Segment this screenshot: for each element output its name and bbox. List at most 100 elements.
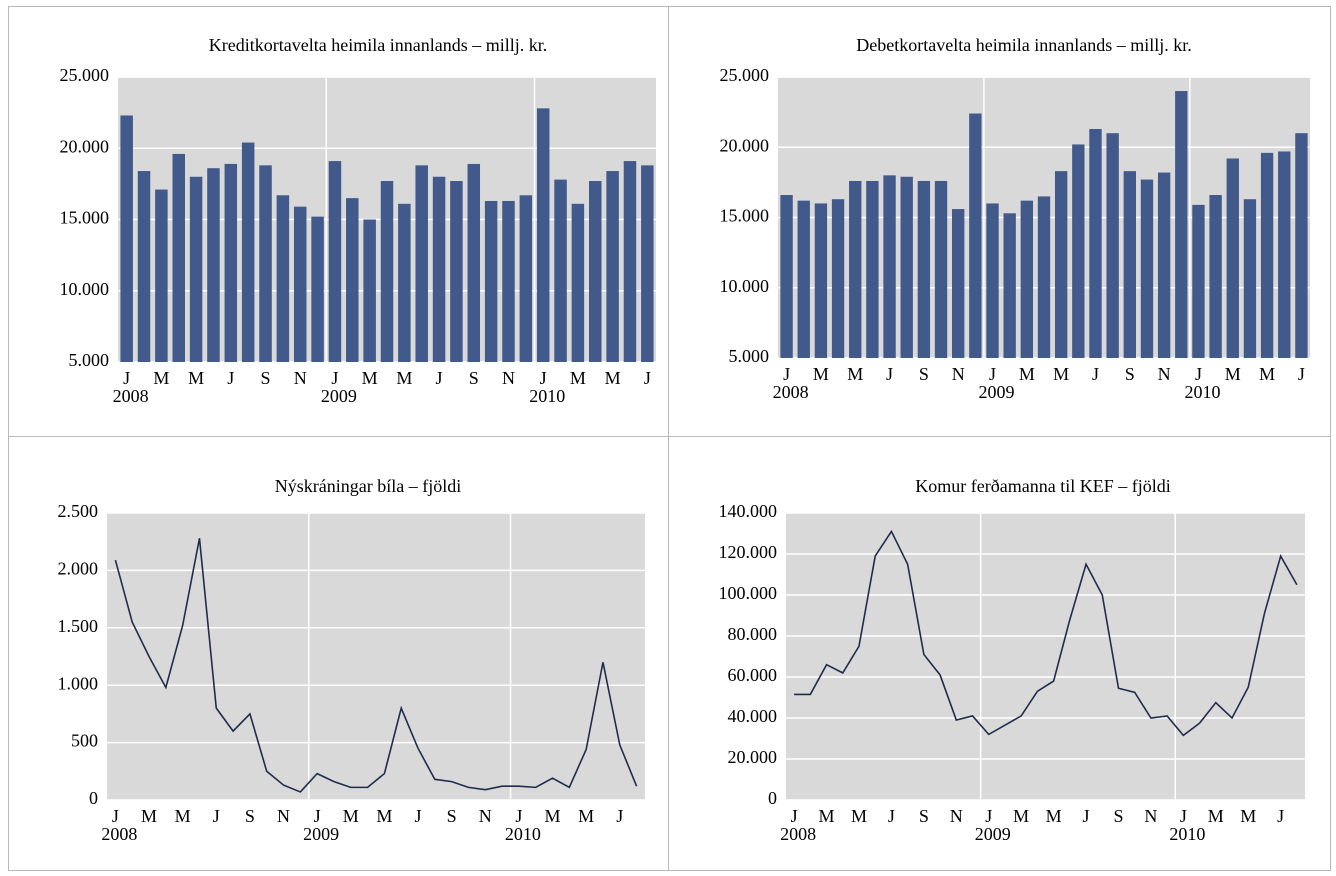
year-label: 2010 [505,824,541,844]
bar [1020,200,1034,358]
bar [900,176,913,358]
x-tick-label: N [1144,806,1157,826]
bar [952,209,965,358]
x-tick-label: M [813,364,829,384]
year-label: 2009 [303,824,339,844]
x-tick-label: M [847,364,863,384]
x-tick-label: J [415,806,422,826]
plot-area [786,513,1305,800]
y-tick-label: 2.000 [58,559,99,579]
bar [623,161,637,362]
bar [797,200,810,358]
x-tick-label: M [175,806,191,826]
x-tick-label: N [950,806,963,826]
x-tick-label: M [1019,364,1035,384]
year-label: 2009 [321,386,357,406]
bar [1123,171,1136,358]
bar [224,163,238,362]
year-label: 2010 [529,386,565,406]
bar [571,203,585,362]
bar [328,161,342,362]
bar [866,180,879,358]
x-tick-label: J [985,806,992,826]
y-tick-label: 0 [768,788,777,808]
bar [883,175,896,358]
x-tick-label: J [1092,364,1099,384]
bar [641,165,654,362]
year-label: 2008 [113,386,149,406]
bar [831,199,845,358]
x-tick-label: M [376,806,392,826]
bar [293,206,307,362]
x-tick-label: J [331,368,338,388]
x-tick-label: M [605,368,621,388]
bar [1157,172,1171,358]
year-label: 2008 [780,824,816,844]
x-tick-label: M [1240,806,1256,826]
plot-area [107,513,645,800]
y-tick-label: 120.000 [719,542,778,562]
x-tick-label: J [783,364,790,384]
y-tick-label: 60.000 [728,665,778,685]
bar [311,216,324,362]
chart-title: Komur ferðamanna til KEF – fjöldi [915,476,1170,496]
bar [484,200,498,362]
bar [969,113,982,358]
y-tick-label: 1.500 [58,616,99,636]
bar [467,163,481,362]
x-tick-label: S [1113,806,1123,826]
x-tick-label: N [502,368,515,388]
bar [380,181,394,362]
x-tick-label: J [1298,364,1305,384]
x-tick-label: J [791,806,798,826]
bar [276,195,290,362]
x-tick-label: J [1195,364,1202,384]
x-tick-label: M [1053,364,1069,384]
x-tick-label: J [515,806,522,826]
x-tick-label: M [141,806,157,826]
bar [917,180,931,358]
x-tick-label: N [479,806,492,826]
bar [849,180,862,358]
bar [986,203,999,358]
bar [172,153,185,362]
bar [137,171,151,362]
y-tick-label: 25.000 [720,65,770,85]
bar [207,168,220,362]
x-tick-label: M [153,368,169,388]
x-tick-label: M [545,806,561,826]
bar [1054,171,1068,358]
line [114,538,638,793]
x-tick-label: S [919,364,929,384]
bar [346,198,359,362]
x-tick-label: J [886,364,893,384]
y-tick-label: 5.000 [69,350,110,370]
bar [241,142,255,362]
y-tick-label: 20.000 [720,135,770,155]
x-tick-label: S [261,368,271,388]
x-tick-label: S [1125,364,1135,384]
bar [554,179,567,362]
year-label: 2008 [101,824,137,844]
y-tick-label: 1.000 [58,673,99,693]
chart-title: Nýskráningar bíla – fjöldi [275,476,461,496]
x-tick-label: J [436,368,443,388]
x-tick-label: M [343,806,359,826]
y-tick-label: 2.500 [58,501,99,521]
bar [1072,144,1085,358]
y-tick-label: 10.000 [720,276,770,296]
x-tick-label: S [447,806,457,826]
bar [155,189,168,362]
x-tick-label: J [112,806,119,826]
bar [1295,133,1308,358]
year-label: 2010 [1169,824,1205,844]
x-tick-label: M [1225,364,1241,384]
bar [1209,195,1222,358]
x-tick-label: J [123,368,130,388]
x-tick-label: J [227,368,234,388]
bar [814,203,828,358]
year-label: 2009 [979,382,1015,402]
x-tick-label: J [1083,806,1090,826]
y-tick-label: 15.000 [60,208,110,228]
